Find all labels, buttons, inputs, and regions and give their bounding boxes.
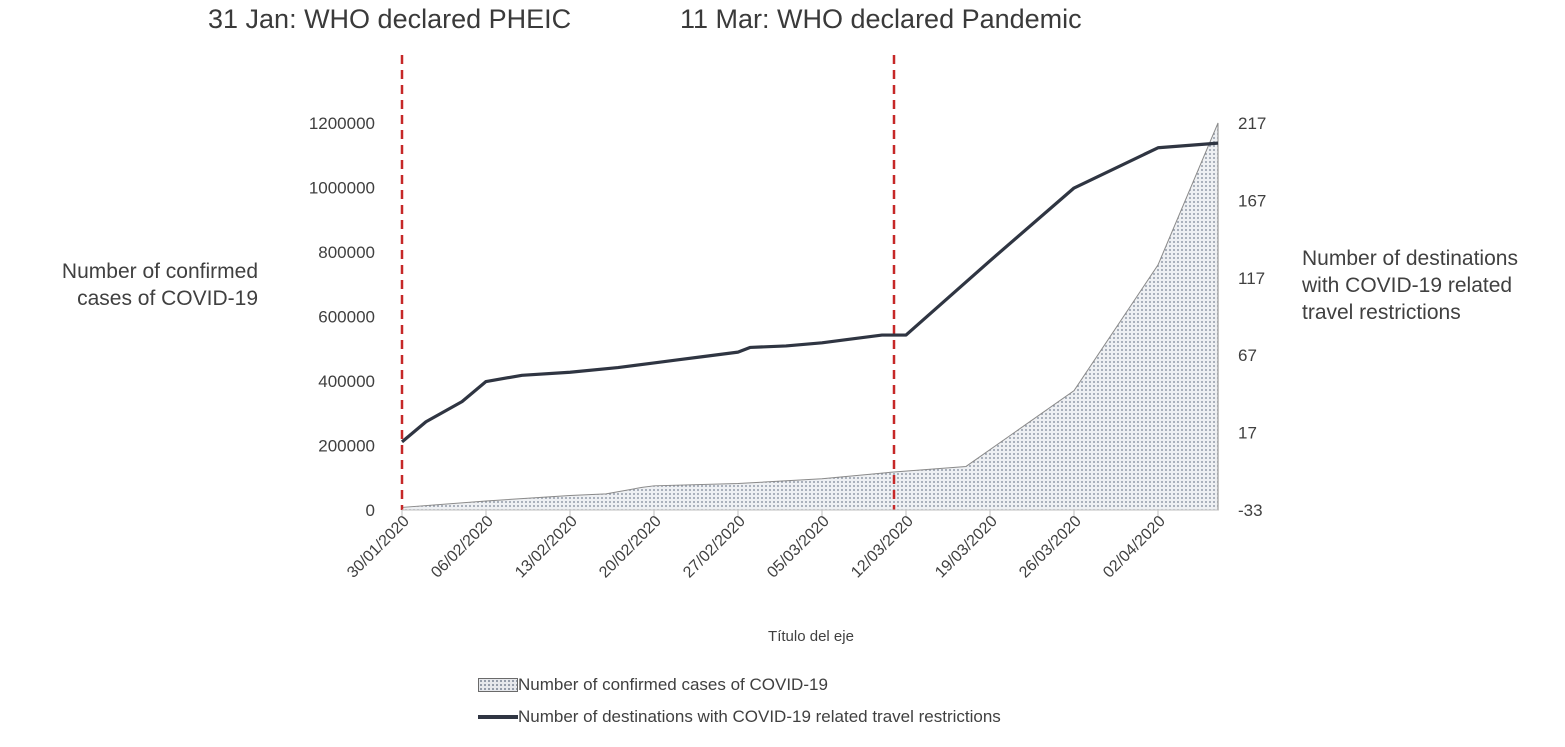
left-axis-title-line-2: cases of COVID-19 xyxy=(77,287,258,310)
legend-item-destinations: Number of destinations with COVID-19 rel… xyxy=(478,707,1001,727)
y-left-tick-label: 400000 xyxy=(318,372,375,391)
x-tick-label: 19/03/2020 xyxy=(932,513,1001,582)
pandemic-annotation: 11 Mar: WHO declared Pandemic xyxy=(680,4,1082,34)
left-axis-title-line-1: Number of confirmed xyxy=(61,260,258,283)
x-tick-label: 05/03/2020 xyxy=(764,513,833,582)
y-left-tick-label: 0 xyxy=(366,501,375,520)
x-tick-label: 06/02/2020 xyxy=(428,513,497,582)
x-tick-label: 20/02/2020 xyxy=(596,513,665,582)
x-tick-label: 27/02/2020 xyxy=(680,513,749,582)
right-axis-title-line-2: with COVID-19 related xyxy=(1302,274,1513,297)
pheic-annotation: 31 Jan: WHO declared PHEIC xyxy=(208,4,572,34)
y-right-tick-label: 117 xyxy=(1238,269,1265,288)
legend-label-destinations: Number of destinations with COVID-19 rel… xyxy=(518,707,1001,726)
y-left-tick-label: 1200000 xyxy=(309,114,375,133)
legend-item-cases: Number of confirmed cases of COVID-19 xyxy=(478,675,828,695)
y-left-tick-label: 1000000 xyxy=(309,179,375,198)
right-axis-title-line-3: travel restrictions xyxy=(1302,301,1461,324)
x-tick-label: 30/01/2020 xyxy=(344,513,413,582)
y-right-tick-label: 167 xyxy=(1238,191,1266,210)
legend-label-cases: Number of confirmed cases of COVID-19 xyxy=(518,675,828,694)
y-right-tick-label: -33 xyxy=(1238,501,1263,520)
y-right-tick-label: 17 xyxy=(1238,424,1257,443)
legend-swatch-destinations xyxy=(478,715,518,719)
legend-swatch-cases xyxy=(478,678,518,692)
y-left-tick-label: 600000 xyxy=(318,308,375,327)
cases-area xyxy=(401,122,1219,511)
y-right-tick-label: 67 xyxy=(1238,346,1257,365)
left-axis-title: Number of confirmed cases of COVID-19 xyxy=(18,258,258,312)
destinations-line xyxy=(400,141,1219,444)
x-axis-title: Título del eje xyxy=(768,628,854,645)
x-tick-label: 13/02/2020 xyxy=(512,513,581,582)
x-tick-label: 02/04/2020 xyxy=(1100,513,1169,582)
y-left-tick-label: 800000 xyxy=(318,243,375,262)
x-tick-label: 26/03/2020 xyxy=(1016,513,1085,582)
y-right-tick-label: 217 xyxy=(1238,114,1266,133)
right-axis-title: Number of destinations with COVID-19 rel… xyxy=(1302,245,1562,326)
right-axis-title-line-1: Number of destinations xyxy=(1302,247,1518,270)
y-left-tick-label: 200000 xyxy=(318,437,375,456)
x-tick-label: 12/03/2020 xyxy=(848,513,917,582)
